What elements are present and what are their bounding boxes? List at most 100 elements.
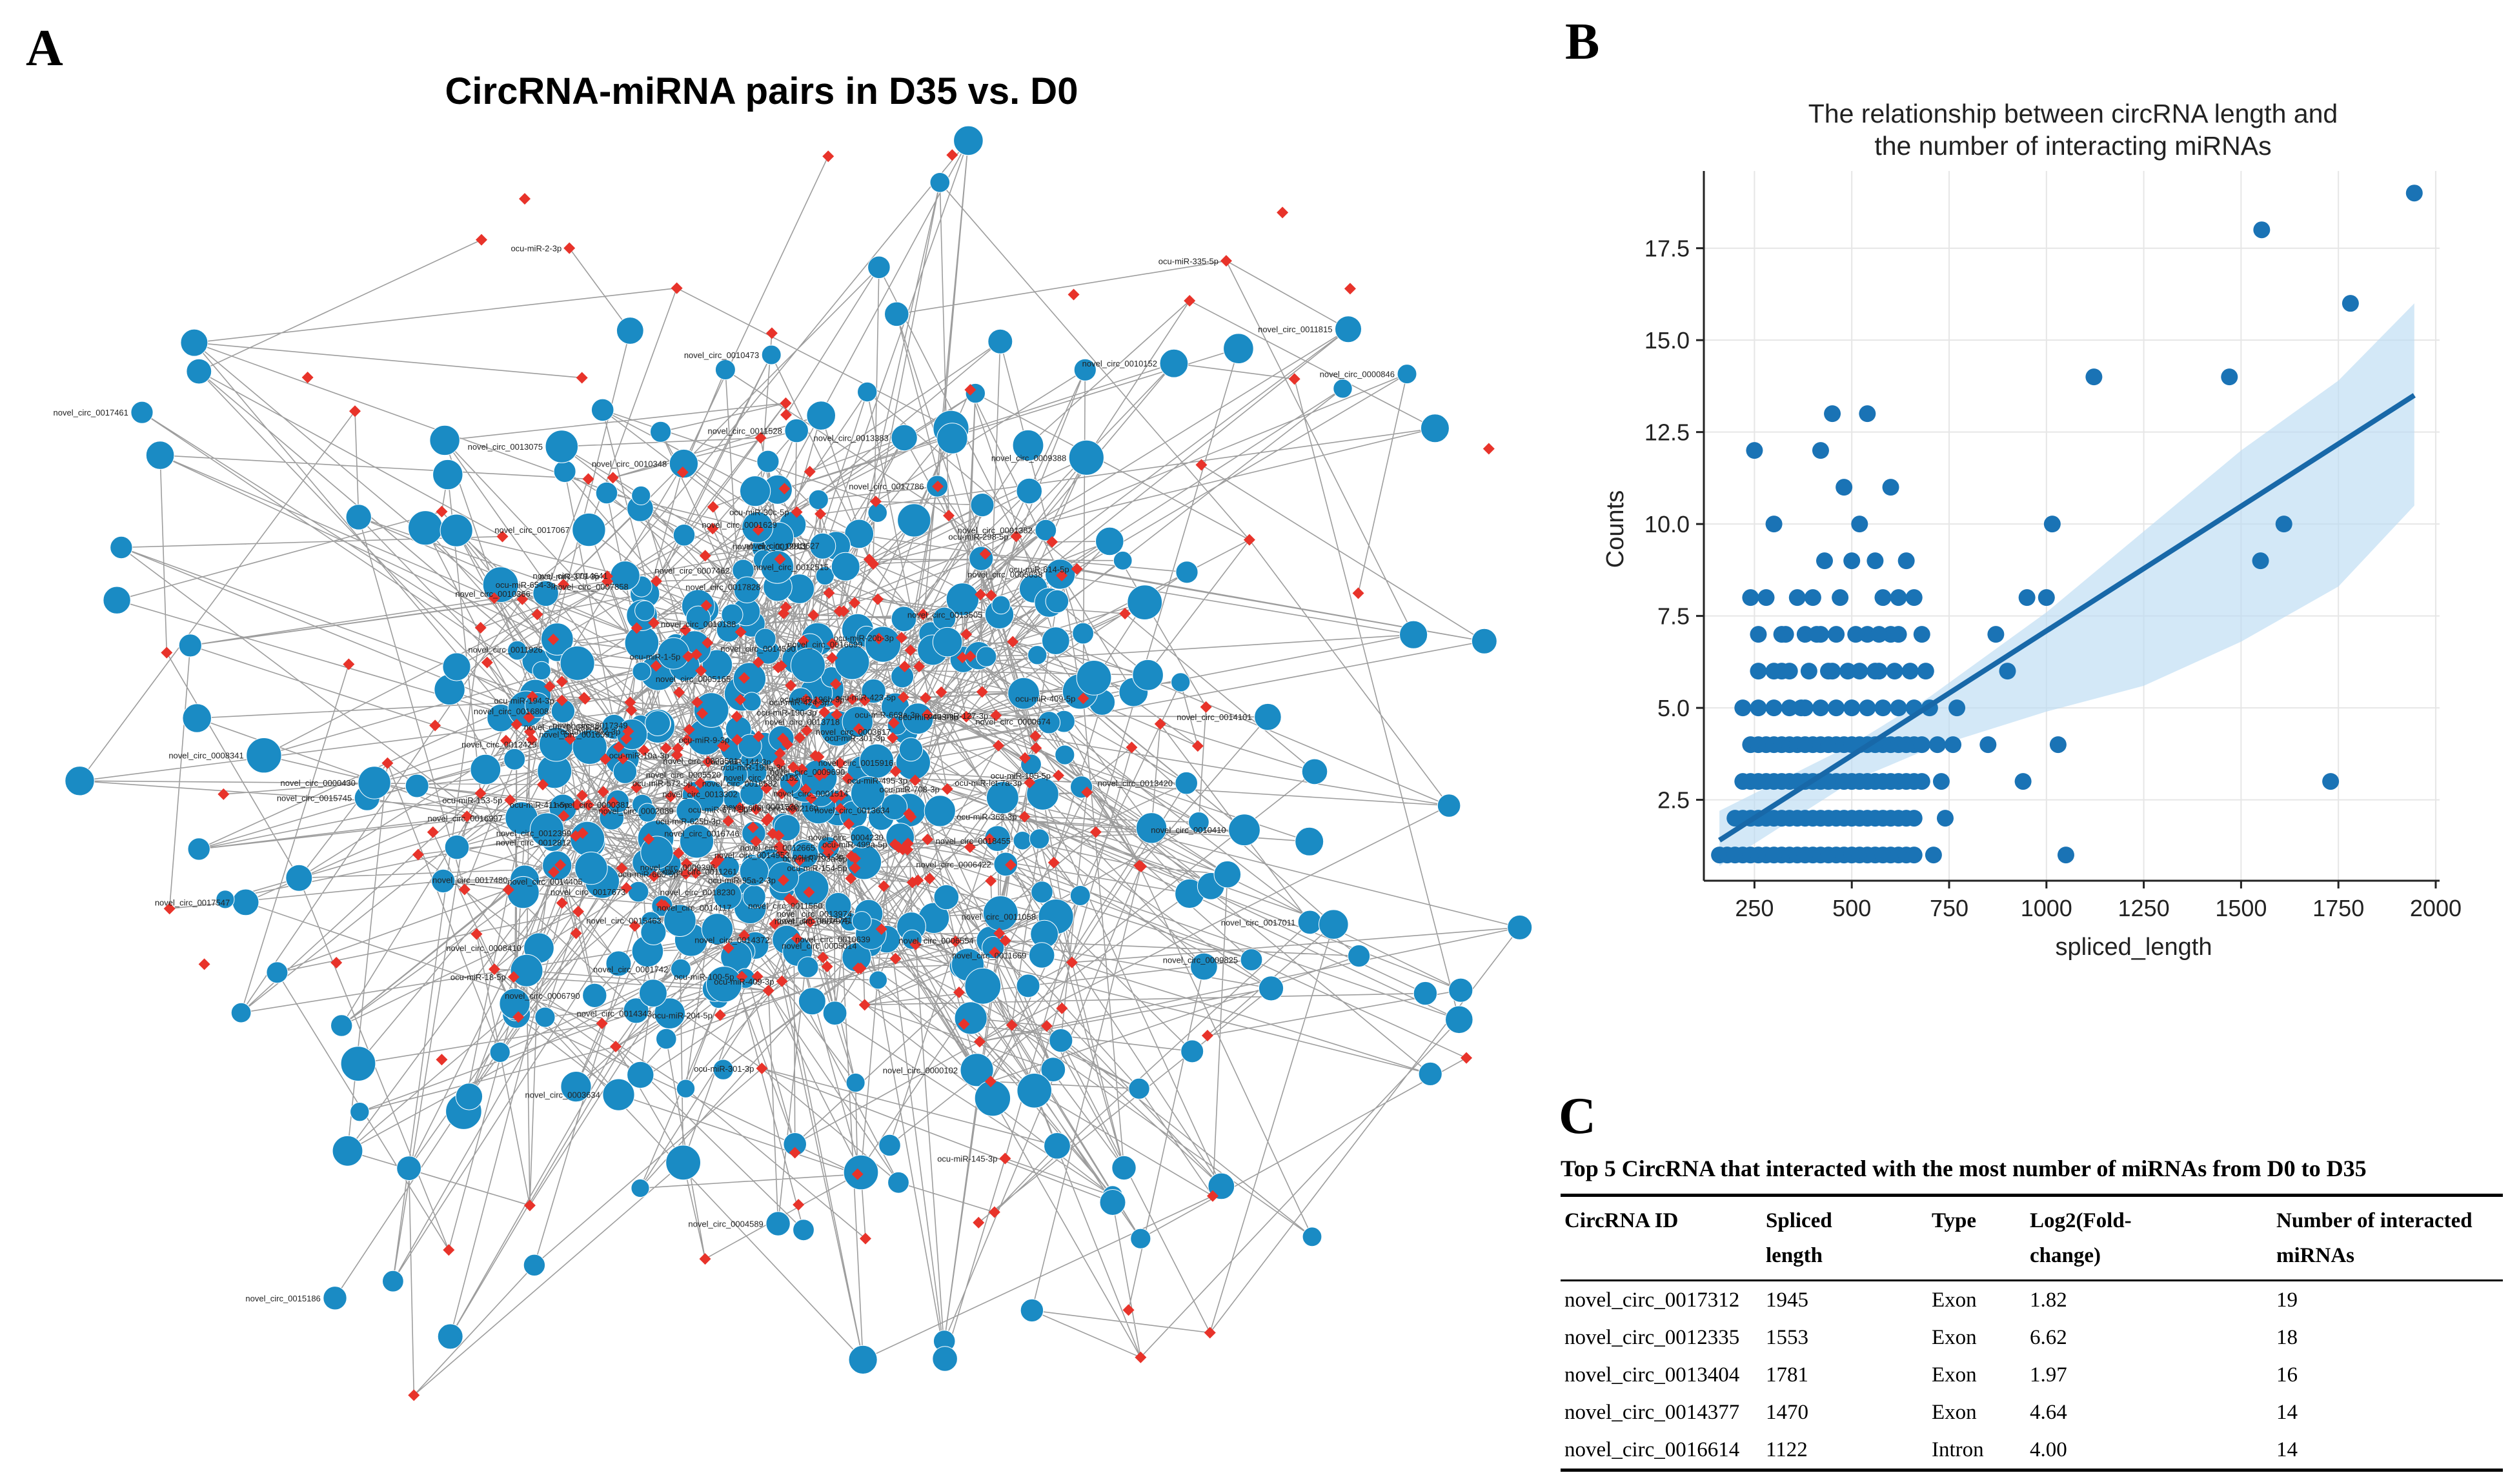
circrna-label: novel_circ_0013383 [814,434,889,443]
circrna-node [864,626,902,663]
mirna-node [722,815,734,827]
circrna-node [714,359,736,380]
data-point [2043,516,2061,533]
mirna-node [873,632,885,645]
circrna-node [186,358,212,385]
circrna-node [808,489,829,510]
circrna-label: novel_circ_0010152 [1082,359,1157,368]
mirna-node [782,738,794,750]
circrna-node [765,1211,791,1236]
mirna-node [638,744,650,756]
mirna-label: ocu-miR-195-5p [991,771,1051,781]
circrna-node [848,1345,878,1375]
circrna-node [103,586,131,614]
table-cell: 14 [2276,1401,2298,1424]
x-tick-label: 1000 [2021,895,2072,921]
mirna-label: ocu-miR-499a-5p [822,839,887,849]
circrna-label: novel_circ_0005014 [782,941,856,950]
mirna-label: ocu-miR-9-3p [678,736,729,745]
circrna-label: novel_circ_0009388 [991,453,1066,463]
mirna-node [941,783,953,795]
circrna-node [851,776,885,811]
circrna-node [669,448,699,479]
circrna-node [432,459,463,490]
circrna-node [733,576,761,604]
circrna-node [358,766,391,799]
circrna-node [1319,909,1349,939]
mirna-node [989,947,1001,959]
mirna-node [412,848,424,861]
mirna-node [964,841,976,853]
data-point [2275,516,2292,533]
mirna-node [330,957,343,969]
mirna-node [572,905,584,917]
circrna-node [1171,672,1191,692]
mirna-node [935,686,947,698]
mirna-label: ocu-miR-20b-3p [834,633,894,643]
mirna-node [897,691,909,703]
mirna-node [750,803,762,816]
data-point [1781,699,1798,717]
mirna-node [543,680,556,692]
circrna-node [740,476,771,507]
circrna-node [1175,771,1198,795]
circrna-node [953,125,984,156]
circrna-node [891,424,918,452]
data-point [1882,479,1899,496]
mirna-node [731,734,744,746]
mirna-node [889,952,902,965]
circrna-node [1335,316,1362,343]
mirna-node [787,896,799,908]
y-tick-label: 12.5 [1644,419,1690,446]
mirna-node [913,661,926,673]
circrna-node [954,1001,987,1035]
circrna-node [825,892,852,919]
mirna-node [769,917,781,930]
mirna-node [474,787,487,799]
circrna-node [822,1001,847,1026]
circrna-node [793,870,829,906]
mirna-node [563,242,576,254]
y-tick-label: 7.5 [1657,603,1690,630]
mirna-node [985,875,997,887]
table-cell: 1781 [1766,1363,1808,1387]
circrna-label: novel_circ_0012812 [496,837,571,847]
mirna-label: ocu-miR-100-5p [674,972,734,982]
circrna-node [897,503,931,537]
mirna-node [617,752,629,765]
data-point [1905,847,1923,864]
mirna-node [964,384,976,396]
mirna-node [620,732,632,745]
data-point [2221,368,2238,386]
circrna-node [869,970,888,990]
circrna-node [246,737,282,774]
circrna-node [1213,860,1242,888]
circrna-node [663,904,696,937]
circrna-node [627,1061,654,1089]
col-header-spliced-length: Spliced length [1766,1209,1832,1267]
mirna-node [349,405,361,417]
mirna-node [582,473,594,485]
mirna-label: ocu-miR-423-5p [836,692,896,702]
mirna-node [547,633,560,645]
mirna-node [1019,752,1031,764]
circrna-label: novel_circ_0006554 [898,936,973,946]
mirna-node [813,769,825,781]
mirna-label: ocu-miR-301-3p [694,1064,754,1074]
data-point [1859,626,1876,643]
mirna-node [1010,530,1022,543]
circrna-node [701,913,734,945]
circrna-node [1188,812,1209,833]
data-point [1901,663,1919,680]
mirna-node [408,1389,420,1401]
circrna-node [1333,379,1353,399]
mirna-node [1135,861,1148,873]
mirna-label: ocu-miR-409-5p [1015,694,1075,703]
mirna-node [1071,563,1083,575]
circrna-label: novel_circ_0015463 [586,916,661,926]
mirna-node [616,862,628,874]
mirna-node [872,593,884,605]
mirna-node [1191,740,1204,752]
data-point [2038,589,2055,607]
mirna-label: ocu-miR-411-5p [510,800,569,810]
